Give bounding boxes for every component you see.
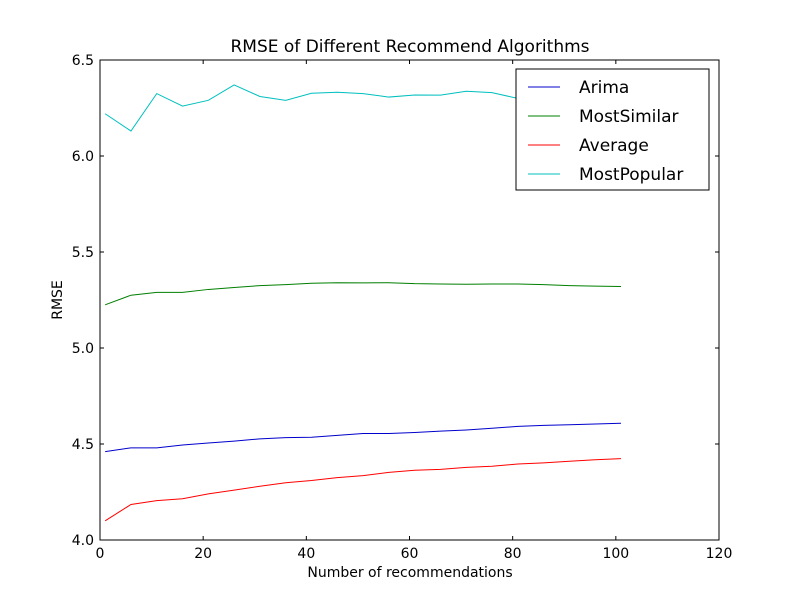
y-tick-label: 4.0	[72, 533, 94, 549]
x-axis-title: Number of recommendations	[307, 565, 512, 581]
series-line-mostsimilar	[104, 282, 621, 306]
x-tick-label: 80	[504, 546, 522, 562]
ticks-layer: 0 20 40 60 80 100 120 4.0 4.5 5.0 5.5 6.0 6.5	[72, 53, 733, 562]
series-line-average	[104, 458, 622, 522]
y-tick-label: 6.0	[72, 149, 94, 165]
legend-label-arima: Arima	[579, 78, 629, 98]
x-tick-label: 40	[297, 546, 315, 562]
x-tick-label: 60	[401, 546, 419, 562]
series-line-arima	[105, 422, 622, 453]
legend-label-average: Average	[579, 136, 649, 156]
chart-title: RMSE of Different Recommend Algorithms	[230, 37, 589, 57]
x-tick-label: 20	[194, 546, 212, 562]
legend: Arima MostSimilar Average MostPopular	[515, 68, 710, 191]
x-tick-label: 120	[706, 546, 733, 562]
y-axis-title: RMSE	[50, 280, 66, 320]
y-tick-label: 4.5	[72, 437, 94, 453]
x-tick-label: 0	[96, 546, 105, 562]
x-tick-label: 100	[602, 546, 629, 562]
legend-box	[515, 68, 710, 191]
y-tick-label: 5.5	[72, 245, 94, 261]
legend-label-mostpopular: MostPopular	[579, 165, 683, 185]
y-tick-label: 6.5	[72, 53, 94, 69]
legend-label-mostsimilar: MostSimilar	[579, 107, 679, 127]
y-tick-label: 5.0	[72, 341, 94, 357]
